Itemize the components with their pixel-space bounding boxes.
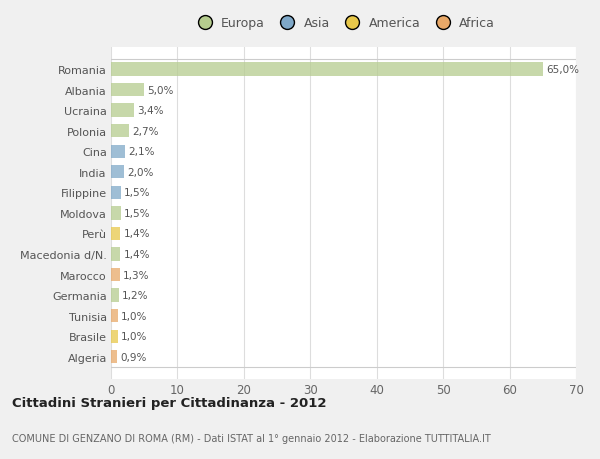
Bar [111, 289, 119, 302]
Text: 1,4%: 1,4% [124, 229, 150, 239]
Text: 1,4%: 1,4% [124, 249, 150, 259]
Bar [111, 63, 543, 77]
Text: COMUNE DI GENZANO DI ROMA (RM) - Dati ISTAT al 1° gennaio 2012 - Elaborazione TU: COMUNE DI GENZANO DI ROMA (RM) - Dati IS… [12, 433, 491, 442]
Bar [111, 309, 118, 323]
Bar [111, 207, 121, 220]
Text: 2,7%: 2,7% [132, 126, 159, 136]
Text: 1,0%: 1,0% [121, 331, 148, 341]
Bar [111, 330, 118, 343]
Text: 2,1%: 2,1% [128, 147, 155, 157]
Bar [111, 269, 119, 282]
Text: 2,0%: 2,0% [128, 168, 154, 178]
Text: 65,0%: 65,0% [546, 65, 579, 75]
Text: 1,0%: 1,0% [121, 311, 148, 321]
Text: 1,2%: 1,2% [122, 291, 149, 301]
Bar [111, 104, 134, 118]
Text: 1,3%: 1,3% [123, 270, 149, 280]
Bar [111, 166, 124, 179]
Text: 5,0%: 5,0% [148, 85, 174, 95]
Bar [111, 227, 120, 241]
Text: 3,4%: 3,4% [137, 106, 163, 116]
Bar [111, 186, 121, 200]
Bar [111, 248, 120, 261]
Bar [111, 145, 125, 158]
Legend: Europa, Asia, America, Africa: Europa, Asia, America, Africa [187, 12, 500, 35]
Bar [111, 350, 117, 364]
Bar [111, 84, 144, 97]
Text: 0,9%: 0,9% [120, 352, 146, 362]
Text: 1,5%: 1,5% [124, 208, 151, 218]
Bar [111, 125, 129, 138]
Text: Cittadini Stranieri per Cittadinanza - 2012: Cittadini Stranieri per Cittadinanza - 2… [12, 396, 326, 409]
Text: 1,5%: 1,5% [124, 188, 151, 198]
